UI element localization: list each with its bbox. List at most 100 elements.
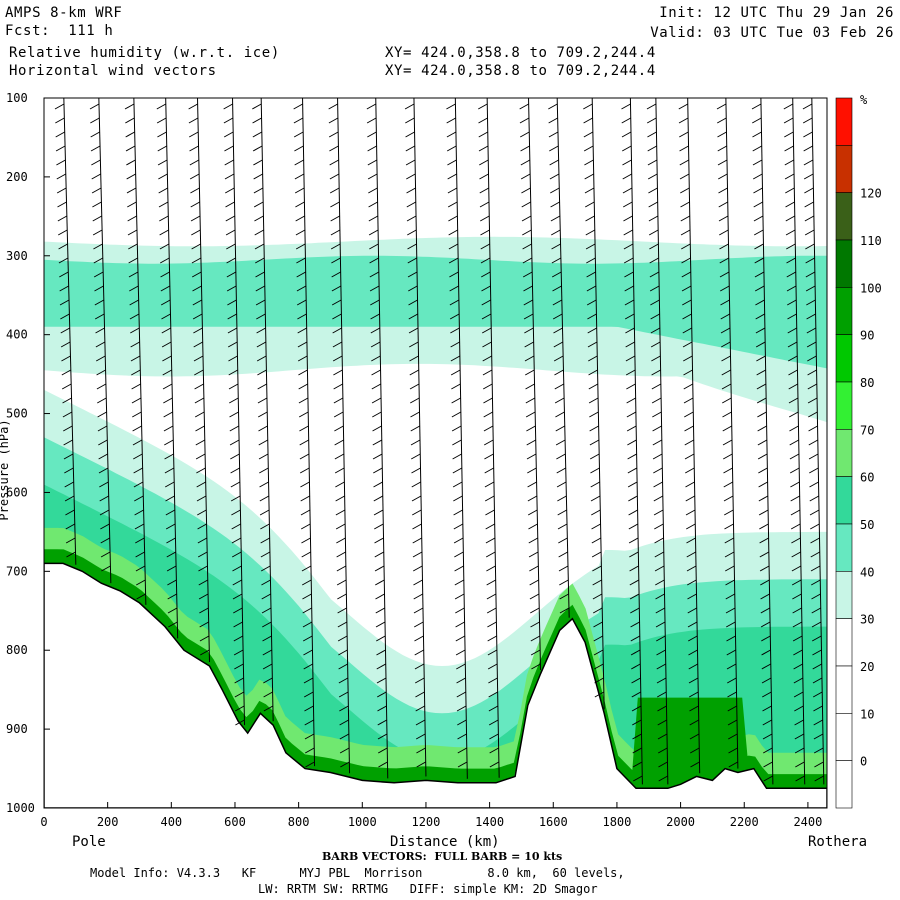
wind-barb-flag <box>259 495 270 502</box>
wind-barb-flag <box>810 523 820 530</box>
wind-barb-flag <box>805 285 816 292</box>
wind-barb-flag <box>487 649 498 656</box>
wind-barb-flag <box>338 649 348 656</box>
wind-barb-flag <box>789 453 800 460</box>
wind-barb-flag <box>294 145 304 152</box>
wind-barb-flag <box>591 537 602 544</box>
wind-barb-flag <box>584 173 594 180</box>
wind-barb-column <box>293 98 316 768</box>
wind-barb-flag <box>229 397 239 404</box>
wind-barb-flag <box>530 635 541 642</box>
wind-barb-flag <box>410 439 421 446</box>
wind-barb-flag <box>456 663 466 670</box>
wind-barb-flag <box>757 453 768 460</box>
wind-barb-flag <box>190 215 201 222</box>
wind-barb-flag <box>451 411 462 418</box>
wind-barb-flag <box>166 537 176 544</box>
wind-barb-flag <box>725 579 735 586</box>
wind-barb-flag <box>650 313 660 320</box>
wind-barb-flag <box>372 425 382 432</box>
wind-barb-flag <box>332 341 343 348</box>
wind-barb-flag <box>64 467 74 474</box>
wind-barb-flag <box>56 173 67 180</box>
wind-barb-flag <box>335 509 346 516</box>
wind-barb-flag <box>548 103 558 110</box>
wind-barb-flag <box>787 355 798 362</box>
wind-barb-flag <box>622 187 633 194</box>
wind-barb-flag <box>165 523 176 530</box>
wind-barb-flag <box>368 201 378 208</box>
wind-barb-flag <box>551 243 561 250</box>
wind-barb-flag <box>253 201 264 208</box>
wind-barb-flag <box>755 327 766 334</box>
wind-barb-flag <box>409 355 419 362</box>
wind-barb-column <box>716 98 739 769</box>
wind-barb-flag <box>631 691 642 698</box>
wind-barb-flag <box>447 187 458 194</box>
wind-barb-flag <box>454 579 465 586</box>
x-tick-label: 2400 <box>793 815 822 829</box>
wind-barb-flag <box>127 215 137 222</box>
wind-barb-flag <box>225 229 236 236</box>
wind-barb-flag <box>811 579 821 586</box>
wind-barb-flag <box>299 425 309 432</box>
wind-barb-flag <box>624 285 634 292</box>
wind-barb-flag <box>263 677 273 684</box>
wind-barb-flag <box>98 453 108 460</box>
header-field-rh: Relative humidity (w.r.t. ice) <box>9 45 280 61</box>
wind-barb-flag <box>336 537 346 544</box>
wind-barb-flag <box>224 173 235 180</box>
wind-barb-flag <box>413 593 423 600</box>
wind-barb-flag <box>812 691 823 698</box>
wind-barb-flag <box>135 537 145 544</box>
wind-barb-flag <box>716 117 727 124</box>
wind-barb-flag <box>127 201 137 208</box>
wind-barb-flag <box>98 467 109 474</box>
wind-barb-flag <box>489 747 499 754</box>
wind-barb-flag <box>195 453 206 460</box>
wind-barb-flag <box>783 103 794 110</box>
wind-barb-flag <box>689 733 700 740</box>
wind-barb-flag <box>228 383 239 390</box>
wind-barb-flag <box>233 607 243 614</box>
wind-barb-flag <box>448 243 459 250</box>
wind-barb-flag <box>485 523 495 530</box>
wind-barb-flag <box>688 691 699 698</box>
wind-barb-flag <box>456 677 466 684</box>
wind-barb-flag <box>298 369 308 376</box>
colorbar-swatch <box>835 760 853 809</box>
wind-barb-flag <box>482 341 492 348</box>
wind-barb-flag <box>813 719 823 726</box>
wind-barb-flag <box>129 313 140 320</box>
colorbar-label: 120 <box>860 187 882 201</box>
wind-barb-flag <box>295 215 305 222</box>
wind-barb-flag <box>654 565 665 572</box>
wind-barb-flag <box>790 509 801 516</box>
wind-barb-flag <box>525 397 536 404</box>
x-tick-label: 2200 <box>730 815 759 829</box>
wind-barb-flag <box>225 201 235 208</box>
wind-barb-flag <box>230 481 241 488</box>
wind-barb-flag <box>627 481 638 488</box>
wind-barb-flag <box>452 467 463 474</box>
wind-barb-flag <box>627 467 638 474</box>
wind-barb-flag <box>793 691 804 698</box>
wind-barb-flag <box>412 565 423 572</box>
wind-barb-column <box>188 98 211 663</box>
x-tick-label: 400 <box>160 815 182 829</box>
wind-barb-flag <box>373 509 384 516</box>
wind-barb-flag <box>253 159 263 166</box>
wind-barb-flag <box>56 187 67 194</box>
wind-barb-flag <box>633 775 643 782</box>
wind-barb-flag <box>809 481 819 488</box>
wind-barb-flag <box>549 159 559 166</box>
colorbar-swatch <box>835 476 853 525</box>
wind-barb-flag <box>199 635 210 642</box>
wind-barb-flag <box>811 621 822 628</box>
wind-barb-flag <box>370 299 380 306</box>
wind-barb-flag <box>623 243 634 250</box>
wind-barb-flag <box>223 103 233 110</box>
wind-barb-flag <box>631 663 641 670</box>
wind-barb-flag <box>371 397 382 404</box>
wind-barb-flag <box>133 467 143 474</box>
